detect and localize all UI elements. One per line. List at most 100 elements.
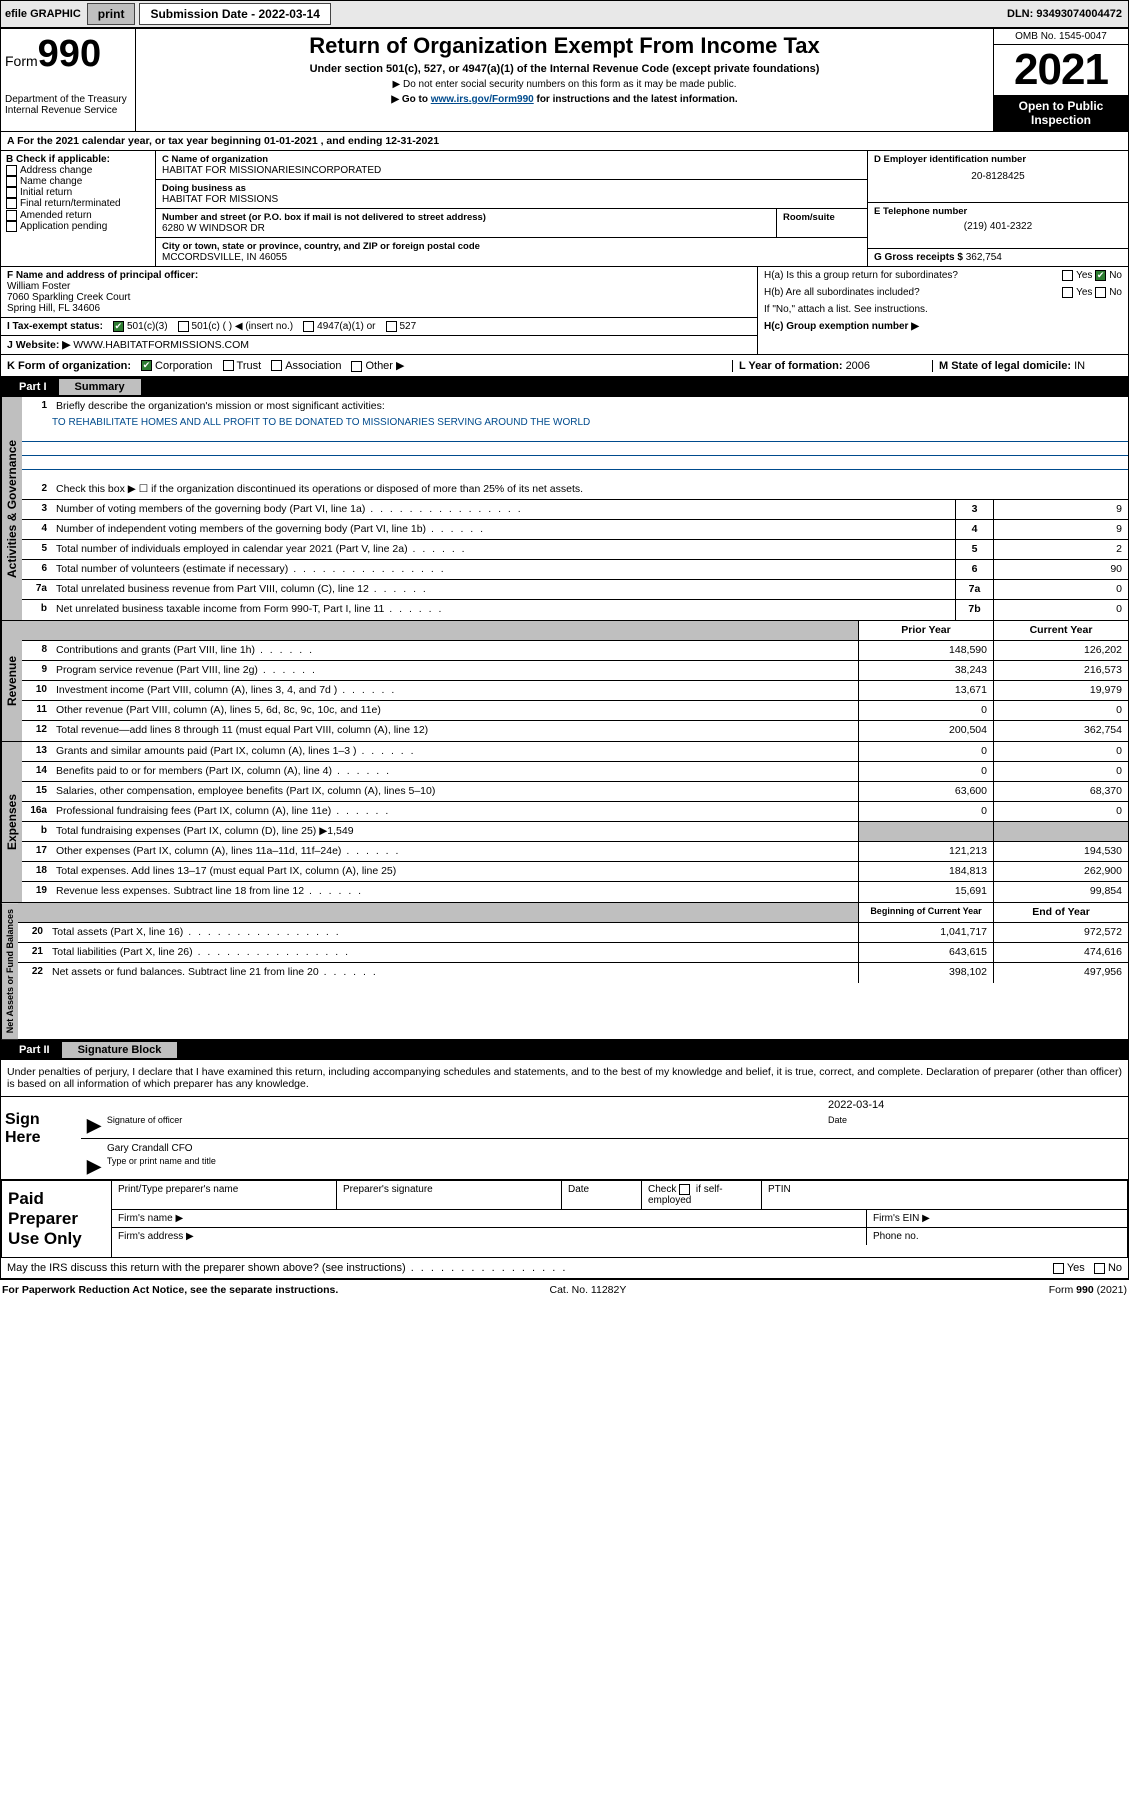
line6-text: Total number of volunteers (estimate if … xyxy=(52,560,955,579)
line8-text: Contributions and grants (Part VIII, lin… xyxy=(52,641,858,660)
no-label: No xyxy=(1109,287,1122,298)
chk-application-pending[interactable]: Application pending xyxy=(6,221,150,232)
chk-discuss-yes[interactable]: Yes xyxy=(1053,1262,1085,1274)
line21-beg: 643,615 xyxy=(858,943,993,962)
org-name-label: C Name of organization xyxy=(162,154,861,165)
dept-line1: Department of the Treasury xyxy=(5,94,131,105)
box-b-header: B Check if applicable: xyxy=(6,154,150,165)
sign-here-block: Sign Here 2022-03-14 ▶ Signature of offi… xyxy=(1,1096,1128,1180)
line1-label: Briefly describe the organization's miss… xyxy=(52,397,1128,417)
chk-trust[interactable]: Trust xyxy=(223,360,262,372)
line16a-text: Professional fundraising fees (Part IX, … xyxy=(52,802,858,821)
officer-addr2: Spring Hill, FL 34606 xyxy=(7,303,751,314)
preparer-sig-label: Preparer's signature xyxy=(337,1181,562,1209)
chk-hb-yes[interactable]: Yes xyxy=(1062,287,1092,298)
opt-label: 501(c)(3) xyxy=(127,321,168,332)
chk-hb-no[interactable]: No xyxy=(1095,287,1122,298)
arrow-icon: ▶ xyxy=(81,1115,107,1136)
current-year-header: Current Year xyxy=(993,621,1128,640)
officer-name: William Foster xyxy=(7,281,751,292)
street-label: Number and street (or P.O. box if mail i… xyxy=(162,212,770,223)
state-domicile-value: IN xyxy=(1074,360,1085,372)
line19-prior: 15,691 xyxy=(858,882,993,902)
officer-addr1: 7060 Sparkling Creek Court xyxy=(7,292,751,303)
chk-label: Application pending xyxy=(20,221,107,232)
chk-label: Final return/terminated xyxy=(20,199,121,210)
chk-527[interactable]: 527 xyxy=(386,321,417,332)
form-subtitle: Under section 501(c), 527, or 4947(a)(1)… xyxy=(144,63,985,75)
line17-current: 194,530 xyxy=(993,842,1128,861)
beg-year-header: Beginning of Current Year xyxy=(858,903,993,922)
line15-current: 68,370 xyxy=(993,782,1128,801)
self-employed-check-label: Check xyxy=(648,1184,676,1195)
form-number: Form990 xyxy=(5,33,131,76)
chk-ha-yes[interactable]: Yes xyxy=(1062,270,1092,281)
sig-date-value: 2022-03-14 xyxy=(828,1099,1128,1111)
year-formation-value: 2006 xyxy=(846,360,870,372)
pra-notice: For Paperwork Reduction Act Notice, see … xyxy=(2,1284,338,1296)
header-right: OMB No. 1545-0047 2021 Open to Public In… xyxy=(993,29,1128,131)
irs-link[interactable]: www.irs.gov/Form990 xyxy=(431,94,534,105)
opt-label: 527 xyxy=(400,321,417,332)
line15-text: Salaries, other compensation, employee b… xyxy=(52,782,858,801)
form-note2: ▶ Go to www.irs.gov/Form990 for instruct… xyxy=(144,94,985,105)
sig-date-label: Date xyxy=(828,1115,1128,1136)
chk-other[interactable]: Other ▶ xyxy=(351,359,404,372)
mission-text: TO REHABILITATE HOMES AND ALL PROFIT TO … xyxy=(22,417,1128,428)
efile-label: efile GRAPHIC xyxy=(1,8,85,20)
header-middle: Return of Organization Exempt From Incom… xyxy=(136,29,993,131)
form-990-frame: Form990 Department of the Treasury Inter… xyxy=(0,28,1129,1280)
part-i-num: Part I xyxy=(7,379,59,395)
dba-value: HABITAT FOR MISSIONS xyxy=(162,194,861,205)
h-b-label: H(b) Are all subordinates included? xyxy=(764,287,1062,298)
line17-text: Other expenses (Part IX, column (A), lin… xyxy=(52,842,858,861)
chk-final-return[interactable]: Final return/terminated xyxy=(6,198,150,209)
form-num: 990 xyxy=(38,33,101,75)
opt-label: Corporation xyxy=(155,360,212,372)
part-ii-header: Part II Signature Block xyxy=(1,1040,1128,1060)
line7a-value: 0 xyxy=(993,580,1128,599)
ein-value: 20-8128425 xyxy=(874,171,1122,182)
chk-initial-return[interactable]: Initial return xyxy=(6,187,150,198)
line18-text: Total expenses. Add lines 13–17 (must eq… xyxy=(52,862,858,881)
chk-4947[interactable]: 4947(a)(1) or xyxy=(303,321,375,332)
line15-prior: 63,600 xyxy=(858,782,993,801)
submission-date: Submission Date - 2022-03-14 xyxy=(139,3,330,25)
chk-501c3[interactable]: ✔501(c)(3) xyxy=(113,321,168,332)
line14-prior: 0 xyxy=(858,762,993,781)
print-button[interactable]: print xyxy=(87,3,136,25)
chk-amended-return[interactable]: Amended return xyxy=(6,210,150,221)
firm-phone-label: Phone no. xyxy=(867,1228,1127,1245)
part-ii-title: Signature Block xyxy=(62,1042,178,1058)
no-label: No xyxy=(1109,270,1122,281)
line10-text: Investment income (Part VIII, column (A)… xyxy=(52,681,858,700)
chk-assoc[interactable]: Association xyxy=(271,360,341,372)
chk-address-change[interactable]: Address change xyxy=(6,165,150,176)
line13-text: Grants and similar amounts paid (Part IX… xyxy=(52,742,858,761)
line8-prior: 148,590 xyxy=(858,641,993,660)
box-b: B Check if applicable: Address change Na… xyxy=(1,151,156,266)
chk-self-employed[interactable] xyxy=(679,1184,690,1195)
chk-discuss-no[interactable]: No xyxy=(1094,1262,1122,1274)
chk-label: Address change xyxy=(20,165,92,176)
line10-current: 19,979 xyxy=(993,681,1128,700)
line20-text: Total assets (Part X, line 16) xyxy=(48,923,858,942)
line19-current: 99,854 xyxy=(993,882,1128,902)
chk-ha-no[interactable]: ✔No xyxy=(1095,270,1122,281)
website-label: J Website: ▶ xyxy=(7,339,73,351)
line13-current: 0 xyxy=(993,742,1128,761)
arrow-icon: ▶ xyxy=(81,1156,107,1177)
street-value: 6280 W WINDSOR DR xyxy=(162,223,770,234)
chk-corp[interactable]: ✔Corporation xyxy=(141,360,212,372)
sig-name-value: Gary Crandall CFO xyxy=(81,1139,1128,1154)
chk-name-change[interactable]: Name change xyxy=(6,176,150,187)
revenue-section: Revenue Prior YearCurrent Year 8Contribu… xyxy=(1,621,1128,742)
yes-label: Yes xyxy=(1067,1262,1085,1274)
header-left: Form990 Department of the Treasury Inter… xyxy=(1,29,136,131)
form-ref-num: 990 xyxy=(1076,1284,1094,1296)
chk-label: Initial return xyxy=(20,187,72,198)
chk-501c[interactable]: 501(c) ( ) ◀ (insert no.) xyxy=(178,321,294,332)
opt-label: 501(c) ( ) ◀ (insert no.) xyxy=(192,321,294,332)
chk-label: Amended return xyxy=(20,210,92,221)
line7b-text: Net unrelated business taxable income fr… xyxy=(52,600,955,620)
